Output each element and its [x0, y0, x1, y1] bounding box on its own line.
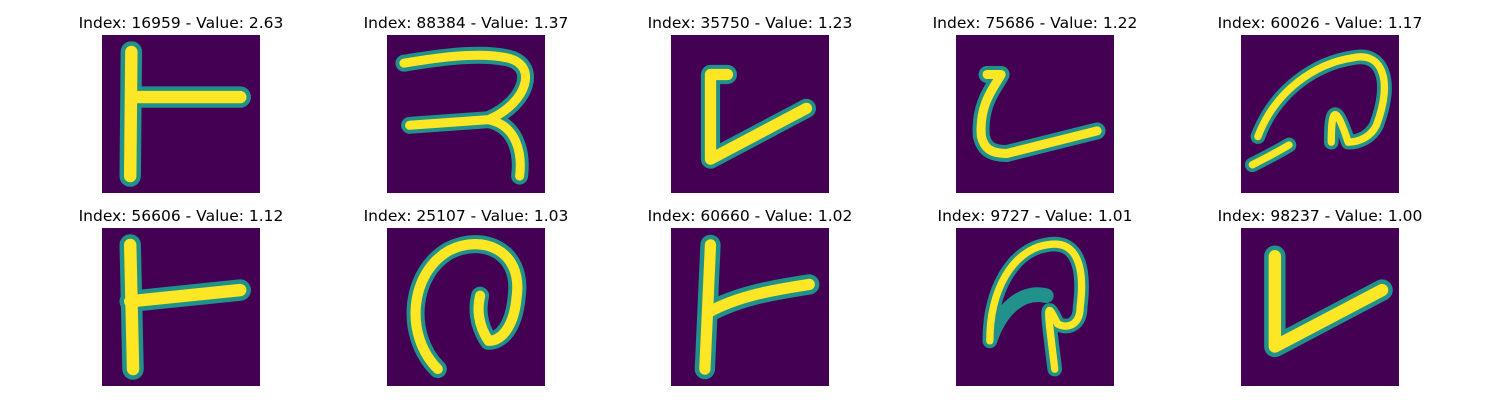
panel-5: Index: 60026 - Value: 1.17 [1218, 14, 1422, 193]
panel-title: Index: 35750 - Value: 1.23 [647, 14, 853, 32]
panel-8: Index: 60660 - Value: 1.02 [648, 207, 852, 386]
panel-title: Index: 60660 - Value: 1.02 [647, 207, 853, 225]
panel-title: Index: 98237 - Value: 1.00 [1217, 207, 1423, 225]
glyph-image [102, 35, 260, 193]
glyph-image [1241, 35, 1399, 193]
glyph-image [671, 228, 829, 386]
panel-title: Index: 56606 - Value: 1.12 [78, 207, 284, 225]
glyph-image [387, 35, 545, 193]
panel-title: Index: 9727 - Value: 1.01 [937, 207, 1133, 225]
glyph-image [671, 35, 829, 193]
panel-1: Index: 16959 - Value: 2.63 [79, 14, 283, 193]
glyph-image [956, 35, 1114, 193]
panel-9: Index: 9727 - Value: 1.01 [938, 207, 1132, 386]
panel-10: Index: 98237 - Value: 1.00 [1218, 207, 1422, 386]
glyph-image [956, 228, 1114, 386]
panel-7: Index: 25107 - Value: 1.03 [364, 207, 568, 386]
panel-title: Index: 88384 - Value: 1.37 [363, 14, 569, 32]
panel-title: Index: 75686 - Value: 1.22 [932, 14, 1138, 32]
panel-4: Index: 75686 - Value: 1.22 [933, 14, 1137, 193]
panel-3: Index: 35750 - Value: 1.23 [648, 14, 852, 193]
glyph-image [102, 228, 260, 386]
glyph-image [1241, 228, 1399, 386]
panel-title: Index: 25107 - Value: 1.03 [363, 207, 569, 225]
glyph-image [387, 228, 545, 386]
panel-title: Index: 16959 - Value: 2.63 [78, 14, 284, 32]
panel-6: Index: 56606 - Value: 1.12 [79, 207, 283, 386]
panel-2: Index: 88384 - Value: 1.37 [364, 14, 568, 193]
panel-title: Index: 60026 - Value: 1.17 [1217, 14, 1423, 32]
